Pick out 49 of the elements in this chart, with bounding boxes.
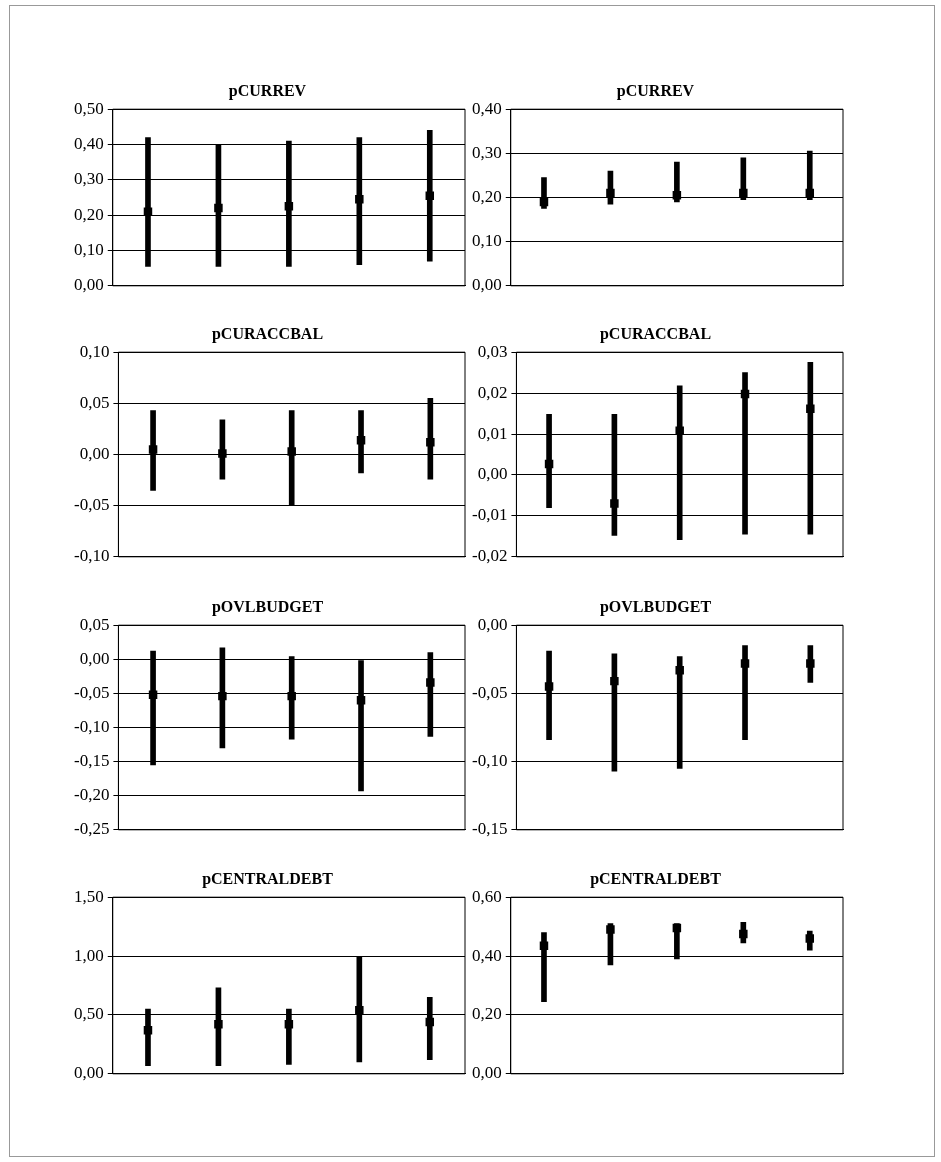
y-tick-label: 0,20	[472, 186, 502, 206]
y-tick-label: -0,02	[471, 546, 508, 566]
y-tick-label: 0,40	[472, 98, 502, 118]
y-tick-label: 0,00	[472, 275, 502, 295]
y-tick-label: 0,30	[472, 142, 502, 162]
y-tick-label: 0,02	[477, 382, 508, 402]
y-tick-label: 0,03	[477, 341, 508, 361]
y-tick-label: 0,50	[74, 1004, 104, 1024]
chart-title: pCURACCBAL	[211, 324, 324, 343]
y-tick-label: -0,20	[73, 785, 110, 805]
y-tick-label: -0,15	[73, 751, 110, 771]
y-tick-label: 0,00	[477, 614, 508, 634]
y-tick-label: -0,05	[471, 682, 508, 702]
y-tick-label: 0,50	[74, 98, 104, 118]
y-tick-label: 0,00	[79, 648, 110, 668]
y-tick-label: 0,05	[79, 392, 110, 412]
y-tick-label: 0,00	[74, 275, 104, 295]
y-tick-label: 0,01	[477, 423, 508, 443]
chart-title: pCURREV	[228, 81, 307, 100]
y-tick-label: 0,00	[477, 464, 508, 484]
y-tick-label: 0,20	[74, 204, 104, 224]
y-tick-label: 0,60	[472, 886, 502, 906]
y-tick-label: 0,00	[74, 1063, 104, 1083]
chart-title: pOVLBUDGET	[211, 597, 324, 616]
y-tick-label: 0,10	[79, 341, 110, 361]
chart-title: pCURREV	[616, 81, 695, 100]
chart-title: pCURACCBAL	[599, 324, 712, 343]
y-tick-label: 0,10	[472, 231, 502, 251]
y-tick-label: 0,20	[472, 1004, 502, 1024]
y-tick-label: 0,05	[79, 614, 110, 634]
y-tick-label: 0,00	[472, 1063, 502, 1083]
chart-title: pCENTRALDEBT	[202, 869, 334, 888]
y-tick-label: -0,10	[73, 546, 110, 566]
y-tick-label: 1,50	[74, 886, 104, 906]
y-tick-label: -0,05	[73, 495, 110, 515]
chart-title: pCENTRALDEBT	[590, 869, 722, 888]
y-tick-label: -0,05	[73, 682, 110, 702]
chart-title: pOVLBUDGET	[599, 597, 712, 616]
y-tick-label: -0,10	[471, 751, 508, 771]
y-tick-label: 0,00	[79, 443, 110, 463]
y-tick-label: -0,15	[471, 819, 508, 839]
y-tick-label: -0,10	[73, 716, 110, 736]
y-tick-label: -0,25	[73, 819, 110, 839]
y-tick-label: 0,10	[74, 239, 104, 259]
y-tick-label: 1,00	[74, 945, 104, 965]
y-tick-label: 0,40	[74, 133, 104, 153]
y-tick-label: 0,30	[74, 169, 104, 189]
y-tick-label: 0,40	[472, 945, 502, 965]
y-tick-label: -0,01	[471, 505, 508, 525]
